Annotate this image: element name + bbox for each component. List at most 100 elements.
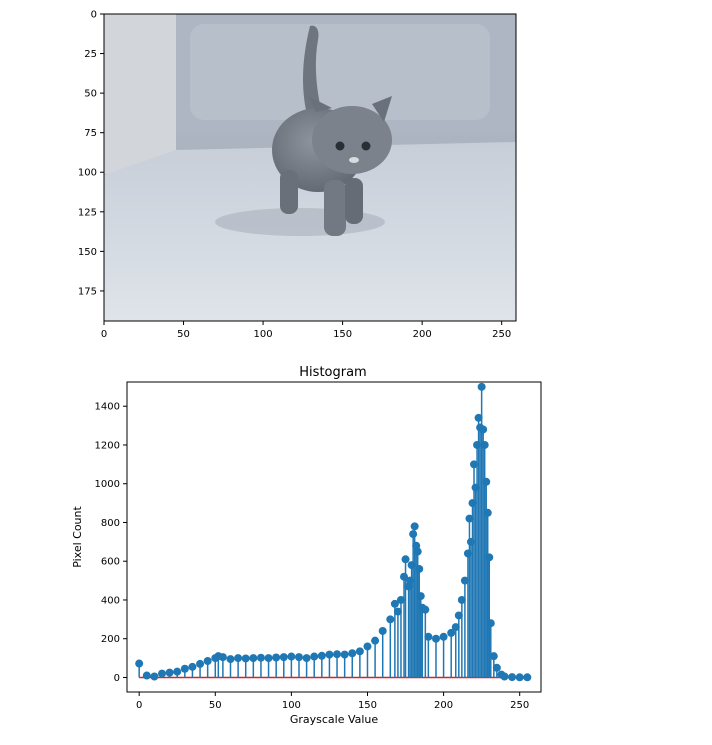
stem-marker: [142, 671, 151, 680]
stem-marker: [410, 522, 419, 531]
stem-marker: [310, 652, 319, 661]
stem-marker: [158, 669, 167, 678]
stem-marker: [460, 576, 469, 585]
stem-marker: [333, 650, 342, 659]
stem-marker: [401, 555, 410, 564]
stem-marker: [523, 673, 532, 682]
stem-marker: [363, 642, 372, 651]
stem-marker: [508, 673, 517, 682]
image-x-tick-label: 100: [254, 329, 273, 340]
stem-marker: [451, 623, 460, 632]
stem-marker: [150, 672, 159, 681]
histogram-y-ticks: 0 200 400 600 800 1000 1200 1400: [95, 402, 127, 684]
stem-marker: [226, 655, 235, 664]
histogram-x-tick-label: 250: [510, 700, 529, 711]
stem-marker: [474, 413, 483, 422]
stem-marker: [470, 460, 479, 469]
image-x-ticks: 0 50 100 150 200 250: [101, 321, 511, 340]
image-x-tick-label: 250: [492, 329, 511, 340]
kitten-photo: [104, 14, 516, 321]
stem-marker: [348, 649, 357, 658]
stem-marker: [421, 605, 430, 614]
histogram-x-ticks: 0 50 100 150 200 250: [136, 692, 529, 711]
stem-marker: [413, 547, 422, 556]
stem-marker: [279, 653, 288, 662]
stem-marker: [465, 514, 474, 523]
stem-marker: [302, 654, 311, 663]
image-y-tick-label: 150: [78, 247, 97, 258]
stem-marker: [439, 632, 448, 641]
stem-marker: [457, 595, 466, 604]
stem-marker: [479, 425, 488, 434]
stem-marker: [135, 659, 144, 668]
image-x-tick-label: 200: [413, 329, 432, 340]
stem-marker: [477, 382, 486, 391]
stem-marker: [249, 654, 258, 663]
image-y-tick-label: 0: [91, 10, 97, 21]
histogram-y-tick-label: 1000: [95, 479, 120, 490]
image-y-tick-label: 25: [84, 49, 97, 60]
stem-marker: [415, 564, 424, 573]
histogram-x-tick-label: 0: [136, 700, 142, 711]
stem-marker: [500, 672, 509, 681]
histogram-y-tick-label: 1200: [95, 440, 120, 451]
histogram-frame: [126, 381, 542, 693]
histogram-axes: Histogram 0 50 100 150 200 250 0 200 400 600 800 1…: [71, 365, 542, 726]
stem-marker: [482, 477, 491, 486]
histogram-x-tick-label: 200: [434, 700, 453, 711]
image-x-tick-label: 0: [101, 329, 107, 340]
stem-marker: [454, 611, 463, 620]
histogram-y-tick-label: 600: [101, 557, 120, 568]
image-axes: 0 50 100 150 200 250 0 25 50 75 100 125 150 175: [78, 10, 517, 340]
image-y-tick-label: 50: [84, 89, 97, 100]
stem-marker: [165, 668, 174, 677]
stem-marker: [483, 508, 492, 517]
histogram-xlabel: Grayscale Value: [290, 713, 379, 726]
stem-marker: [431, 634, 440, 643]
histogram-y-tick-label: 0: [114, 673, 120, 684]
stem-marker: [234, 654, 243, 663]
stem-marker: [241, 654, 250, 663]
image-x-tick-label: 150: [333, 329, 352, 340]
stem-marker: [196, 659, 205, 668]
stem-marker: [386, 615, 395, 624]
stem-marker: [340, 650, 349, 659]
stem-marker: [447, 628, 456, 637]
stem-marker: [492, 663, 501, 672]
stem-marker: [355, 647, 364, 656]
histogram-x-tick-label: 100: [282, 700, 301, 711]
histogram-x-tick-label: 150: [358, 700, 377, 711]
stem-marker: [515, 673, 524, 682]
stem-marker: [325, 650, 334, 659]
stem-marker: [485, 553, 494, 562]
histogram-ylabel: Pixel Count: [71, 506, 84, 568]
stem-marker: [287, 652, 296, 661]
histogram-y-tick-label: 200: [101, 634, 120, 645]
stem-marker: [203, 657, 212, 665]
histogram-x-tick-label: 50: [209, 700, 222, 711]
image-y-tick-label: 175: [78, 286, 97, 297]
stem-marker: [416, 592, 425, 601]
histogram-stems: [135, 382, 532, 682]
image-x-tick-label: 50: [177, 329, 190, 340]
stem-marker: [294, 653, 303, 662]
stem-marker: [272, 653, 281, 662]
image-y-ticks: 0 25 50 75 100 125 150 175: [78, 10, 104, 297]
stem-marker: [390, 599, 399, 608]
stem-marker: [409, 530, 418, 539]
histogram-y-tick-label: 1400: [95, 402, 120, 413]
image-y-tick-label: 75: [84, 128, 97, 139]
stem-marker: [256, 653, 265, 662]
stem-marker: [264, 654, 273, 663]
image-y-tick-label: 100: [78, 168, 97, 179]
stem-marker: [180, 664, 189, 673]
stem-marker: [188, 662, 197, 671]
histogram-y-tick-label: 800: [101, 518, 120, 529]
stem-marker: [489, 652, 498, 661]
stem-marker: [173, 667, 182, 676]
histogram-y-tick-label: 400: [101, 595, 120, 606]
histogram-title: Histogram: [299, 365, 366, 380]
stem-marker: [371, 636, 380, 645]
stem-marker: [480, 440, 489, 449]
